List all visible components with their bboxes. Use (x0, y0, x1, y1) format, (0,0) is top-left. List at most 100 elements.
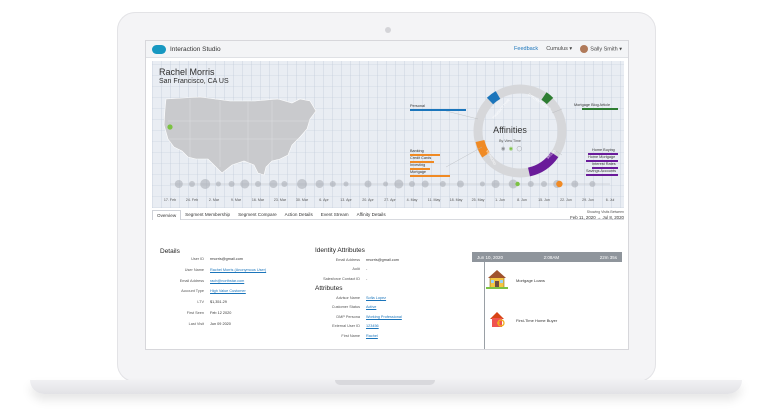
nav-right: Feedback Cumulus ▾ Sally Smith ▾ (514, 45, 622, 53)
us-map-shape (163, 96, 317, 176)
profile-location: San Francisco, CA US (159, 78, 229, 85)
attributes-title: Attributes (315, 285, 343, 292)
timeline-date-label: 22. Jun (560, 198, 572, 202)
attribute-key: Account Type (181, 289, 204, 294)
attribute-value[interactable]: Rachel Morris (Anonymous User) (210, 267, 267, 272)
visit-bubble (541, 181, 547, 187)
visit-bubble (409, 181, 415, 187)
attribute-key: LTV (197, 300, 204, 305)
keys-icon (490, 312, 505, 327)
feed-item-label[interactable]: First-Time Home Buyer (516, 318, 558, 323)
affinity-bar-mortgage-blog (582, 108, 618, 110)
identity-title: Identity Attributes (315, 247, 365, 254)
attribute-value[interactable]: Working Professional (366, 314, 402, 319)
visit-bubble (343, 181, 349, 187)
date-range-picker[interactable]: Showing Visits Between Feb 11, 2020 → Ju… (570, 210, 624, 220)
attribute-key: User ID (191, 257, 204, 261)
affinity-bar-home-mortgage (586, 160, 618, 162)
tab-segment-membership[interactable]: Segment Membership (185, 212, 231, 217)
affinity-label-personal: Personal (410, 104, 425, 108)
timeline-date-label: 27. Apr (384, 198, 396, 202)
affinity-bar-personal (410, 109, 466, 111)
user-name: Sally Smith (590, 46, 618, 53)
tab-segment-compare[interactable]: Segment Compare (238, 212, 277, 217)
timeline-date-label: 2. Mar (209, 198, 220, 202)
affinity-label-home-mortgage: Home Mortgage (588, 155, 616, 159)
affinity-chart: PRODUCT TYPE CONTENT CLASS KEYWORD BRAND (445, 84, 567, 178)
attribute-value[interactable]: Sofia Lopez (366, 296, 387, 300)
visit-bubble (439, 181, 446, 187)
timeline-date-label: 24. Feb (186, 198, 198, 202)
chevron-down-icon: ▾ (569, 46, 573, 52)
affinity-bar-credit-cards (410, 161, 434, 163)
visit-timeline[interactable]: 17. Feb 24. Feb 2. Mar 9. Mar 16. Mar 23. Mar… (164, 175, 616, 205)
attribute-key: Advisor Name (336, 296, 360, 300)
attribute-key: First Seen (186, 311, 204, 315)
chevron-down-icon: ▾ (619, 46, 622, 53)
visit-bubble (383, 181, 389, 187)
affinity-label-investing: Investing (410, 163, 426, 167)
attribute-key: Salesforce Contact ID (323, 276, 360, 281)
tab-affinity-details[interactable]: Affinity Details (356, 212, 386, 217)
timeline-date-label: 30. Mar (296, 198, 309, 202)
ring-segment-orange (475, 139, 490, 158)
ring-segment-blue (486, 91, 501, 105)
feedback-link[interactable]: Feedback (514, 46, 539, 52)
profile-tabs: Overview Segment Membership Segment Comp… (152, 209, 624, 220)
visit-bubble-highlight (515, 181, 520, 187)
feed-duration: 22m 35s (599, 254, 617, 260)
affinity-label-savings-accounts: Savings Accounts (586, 169, 616, 173)
visit-bubble (281, 181, 288, 187)
ring-segment-green (541, 92, 554, 105)
attribute-value: Jun 09 2020 (210, 321, 231, 326)
visit-bubble (394, 179, 404, 189)
tab-overview[interactable]: Overview (152, 209, 182, 220)
visit-bubble (479, 181, 485, 187)
attribute-value[interactable]: rach@northstar.com (210, 278, 245, 283)
laptop-notch (335, 380, 435, 385)
attribute-value[interactable]: Active (366, 305, 377, 310)
visit-bubble (421, 180, 429, 188)
affinity-label-mortgage-blog: Mortgage Blog Article (574, 103, 611, 107)
tab-action-details[interactable]: Action Details (284, 212, 313, 217)
timeline-date-label: 4. May (407, 198, 418, 202)
timeline-date-label: 15. Jun (538, 198, 550, 202)
attribute-value: rmorris@gmail.com (210, 257, 243, 261)
feed-time: 2:08AM (543, 254, 560, 260)
visit-bubble (508, 179, 518, 189)
affinities-subtitle: By View Time (499, 139, 521, 143)
visit-bubble (456, 180, 464, 188)
attribute-value: - (366, 276, 368, 281)
attribute-key: DMP Persona (336, 314, 360, 319)
attribute-value[interactable]: Rachel (366, 333, 378, 338)
timeline-date-label: 6. Jul (606, 198, 615, 202)
attribute-value[interactable]: High Value Customer (210, 289, 246, 294)
profile-hero: Rachel Morris San Francisco, CA US PRODU… (152, 61, 624, 208)
timeline-date-label: 8. Jun (517, 198, 527, 202)
visit-bubble (329, 181, 336, 187)
affinity-bar-investing (410, 168, 430, 170)
visit-bubble (315, 180, 324, 188)
timeline-date-label: 16. Mar (252, 198, 265, 202)
affinity-bar-savings-accounts (586, 174, 618, 176)
visit-bubble (491, 180, 500, 188)
location-marker (167, 124, 173, 130)
visit-bubble (571, 180, 579, 188)
affinity-label-credit-cards: Credit Cards (410, 156, 432, 160)
affinity-bar-mortgage (410, 175, 450, 177)
house-icon (486, 270, 508, 289)
user-menu[interactable]: Sally Smith ▾ (580, 45, 622, 53)
date-range-caption: Showing Visits Between (586, 209, 624, 214)
feed-item-label[interactable]: Mortgage Loans (516, 278, 545, 283)
affinity-view-icons: ◉ ◉ ◯ (501, 146, 524, 152)
tab-event-stream[interactable]: Event Stream (320, 212, 349, 217)
visit-bubble (228, 181, 235, 187)
visit-bubble (255, 181, 261, 187)
dataset-label: Cumulus (546, 46, 568, 52)
timeline-date-label: 23. Mar (274, 198, 287, 202)
timeline-date-label: 13. Apr (340, 198, 352, 202)
attribute-value: $1,351.29 (210, 300, 227, 305)
dataset-selector[interactable]: Cumulus ▾ (546, 46, 572, 52)
attribute-value[interactable]: 123456 (366, 324, 379, 329)
affinities-title: Affinities (493, 125, 527, 135)
